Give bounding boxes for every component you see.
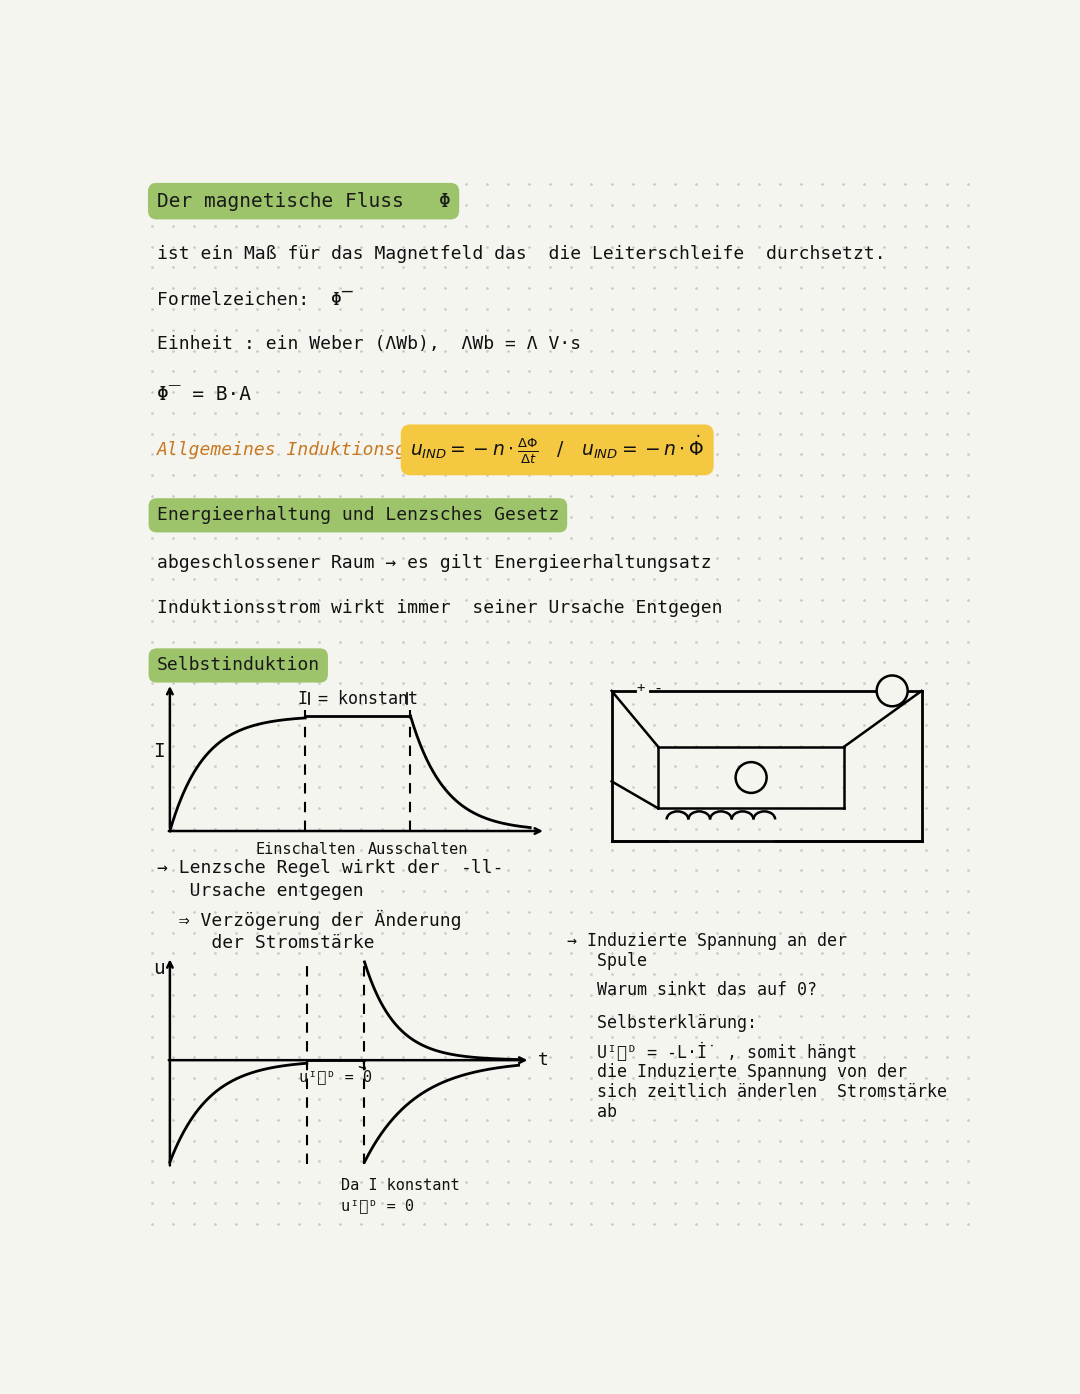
Text: die Induzierte Spannung von der: die Induzierte Spannung von der bbox=[567, 1064, 907, 1080]
Text: Induktionsstrom wirkt immer  seiner Ursache Entgegen: Induktionsstrom wirkt immer seiner Ursac… bbox=[157, 598, 723, 616]
Text: → Induzierte Spannung an der: → Induzierte Spannung an der bbox=[567, 933, 848, 951]
Text: Einheit : ein Weber (ΛWb),  ΛWb = Λ V·s: Einheit : ein Weber (ΛWb), ΛWb = Λ V·s bbox=[157, 336, 581, 354]
Text: Spule: Spule bbox=[567, 952, 647, 970]
Text: → Lenzsche Regel wirkt der: → Lenzsche Regel wirkt der bbox=[157, 859, 440, 877]
Circle shape bbox=[735, 763, 767, 793]
Text: ab: ab bbox=[567, 1103, 618, 1121]
Text: u: u bbox=[153, 959, 164, 977]
Text: Ursache entgegen: Ursache entgegen bbox=[157, 882, 363, 901]
Text: Einschalten: Einschalten bbox=[255, 842, 355, 857]
Text: Energieerhaltung und Lenzsches Gesetz: Energieerhaltung und Lenzsches Gesetz bbox=[157, 506, 559, 524]
Text: Warum sinkt das auf 0?: Warum sinkt das auf 0? bbox=[567, 981, 818, 999]
Text: ⇒ Verzögerung der Änderung: ⇒ Verzögerung der Änderung bbox=[157, 910, 461, 930]
Text: Selbsterklärung:: Selbsterklärung: bbox=[567, 1013, 757, 1032]
Text: t: t bbox=[538, 1051, 549, 1069]
Text: A: A bbox=[888, 683, 896, 698]
Text: uᴵⱻᴰ = 0: uᴵⱻᴰ = 0 bbox=[299, 1069, 373, 1085]
Text: Allgemeines Induktionsgesetz :: Allgemeines Induktionsgesetz : bbox=[157, 441, 483, 459]
Text: Φ̅ = B·A: Φ̅ = B·A bbox=[157, 385, 251, 404]
Text: $u_{IND} = -n \cdot \frac{\Delta\Phi}{\Delta t}$   /   $u_{IND} = -n \cdot \dot{: $u_{IND} = -n \cdot \frac{\Delta\Phi}{\D… bbox=[410, 434, 704, 466]
Circle shape bbox=[877, 676, 907, 707]
Text: uᴵⱻᴰ = 0: uᴵⱻᴰ = 0 bbox=[341, 1197, 415, 1213]
Text: Uᴵⱻᴰ = -L·İ̇ , somit hängt: Uᴵⱻᴰ = -L·İ̇ , somit hängt bbox=[567, 1041, 858, 1062]
Text: Selbstinduktion: Selbstinduktion bbox=[157, 657, 320, 675]
Text: der Stromstärke: der Stromstärke bbox=[157, 934, 374, 952]
Text: sich zeitlich änderlen  Stromstärke: sich zeitlich änderlen Stromstärke bbox=[567, 1083, 947, 1101]
Text: +: + bbox=[636, 680, 645, 694]
Text: ist ein Maß für das Magnetfeld das  die Leiterschleife  durchsetzt.: ist ein Maß für das Magnetfeld das die L… bbox=[157, 244, 886, 262]
Text: V: V bbox=[746, 769, 756, 785]
Text: Der magnetische Fluss   Φ: Der magnetische Fluss Φ bbox=[157, 191, 450, 210]
Text: Formelzeichen:  Φ̅: Formelzeichen: Φ̅ bbox=[157, 291, 352, 308]
Text: Da I konstant: Da I konstant bbox=[341, 1178, 460, 1193]
Text: -ll-: -ll- bbox=[460, 859, 504, 877]
Text: abgeschlossener Raum → es gilt Energieerhaltungsatz: abgeschlossener Raum → es gilt Energieer… bbox=[157, 553, 712, 572]
Text: I: I bbox=[153, 743, 164, 761]
Text: -: - bbox=[653, 680, 663, 696]
Text: Ausschalten: Ausschalten bbox=[368, 842, 469, 857]
Text: I = konstant: I = konstant bbox=[298, 690, 418, 708]
